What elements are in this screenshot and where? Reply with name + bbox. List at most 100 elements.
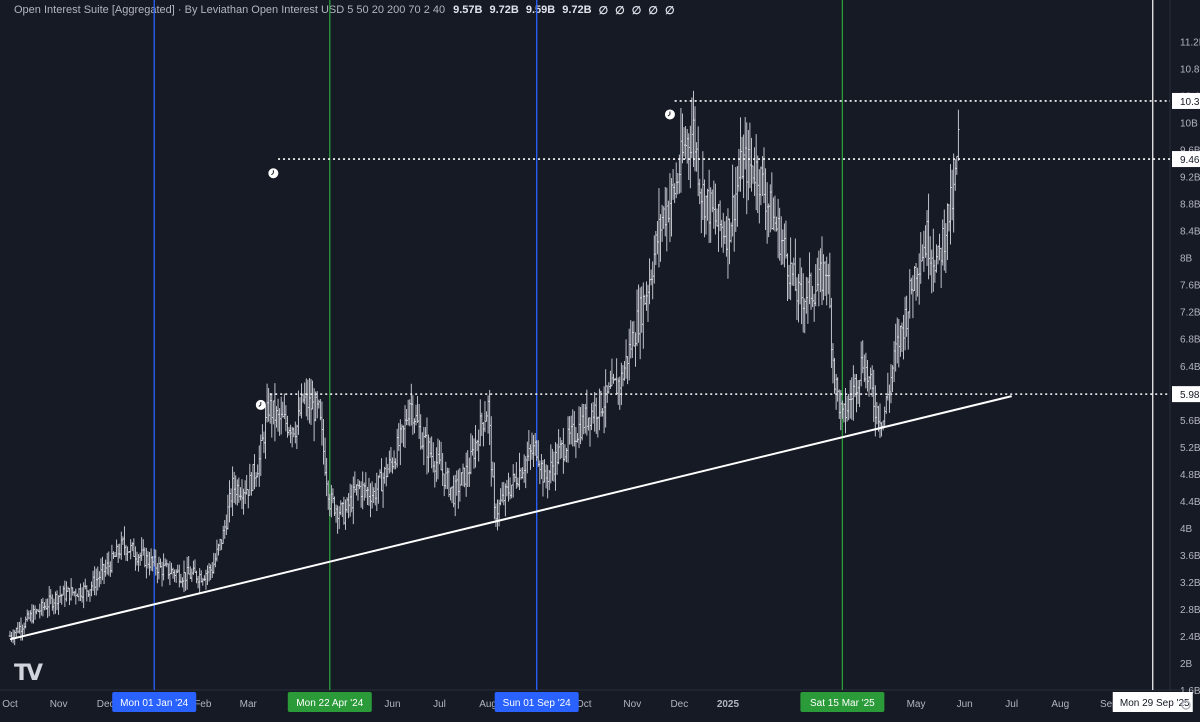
ohlc-bar [32,604,35,624]
ohlc-bar [88,589,92,602]
ohlc-bar [428,437,432,458]
ohlc-bar [806,277,810,324]
ohlc-bar [541,460,545,497]
ohlc-bar [278,408,281,436]
ohlc-bar [631,321,634,358]
ohlc-bar [798,257,802,305]
ohlc-bar [927,193,930,280]
ohlc-bar [290,426,294,448]
ohlc-bar [342,496,346,525]
ohlc-bar [585,389,589,436]
time-tick-label: Jun [384,699,400,710]
ohlc-bar [99,558,103,585]
ohlc-bar [524,456,528,489]
ohlc-bar [304,378,308,417]
ohlc-bar [477,429,481,462]
ohlc-bar [649,269,653,286]
ohlc-bar [933,259,937,283]
ohlc-bar [347,493,350,519]
ohlc-bar [165,559,169,568]
price-tick-label: 11.2B [1180,38,1200,49]
ohlc-bar [552,451,556,482]
ohlc-bar [270,393,274,438]
ohlc-bar [251,464,255,491]
ohlc-bar [455,470,459,496]
ohlc-bar [231,466,234,517]
price-tick-label: 2.8B [1180,605,1200,616]
ohlc-bar [210,562,214,578]
ohlc-bar [939,247,943,288]
price-tick-label: 1.6B [1180,686,1200,697]
ohlc-bar [759,166,763,206]
ohlc-bar [740,136,744,180]
ohlc-bar [469,433,473,475]
ohlc-bar [61,585,65,596]
ohlc-bar [91,570,95,592]
ohlc-bar [359,481,363,508]
ohlc-bar [267,387,270,422]
ohlc-bar [292,427,296,438]
ohlc-bar [826,263,830,295]
ohlc-bar [869,367,872,390]
ohlc-bar [30,604,34,624]
ohlc-bar [422,426,426,466]
ohlc-bar [681,113,684,164]
ohlc-bar [878,403,882,438]
ohlc-bar [449,487,452,501]
time-tick-label: Jun [957,699,973,710]
ohlc-bar [69,578,73,601]
ohlc-bar [137,554,140,572]
price-tick-label: 7.6B [1180,281,1200,292]
ohlc-bar [466,450,470,487]
ohlc-bar [250,472,253,496]
ohlc-bar [212,552,216,574]
time-tick-label: Dec [97,699,115,710]
ohlc-bar [246,489,250,509]
ohlc-bar [471,435,474,456]
ohlc-bar [731,164,734,237]
price-tick-label: 10B [1180,119,1198,130]
ohlc-bar [894,323,897,372]
ohlc-bar [663,187,667,237]
ohlc-bar [714,183,717,235]
ohlc-bar [339,500,343,516]
ohlc-bar [439,441,443,471]
ohlc-bar [187,556,191,575]
ohlc-bar [908,269,912,319]
ohlc-bar [830,297,833,368]
ohlc-bar [925,210,929,266]
ohlc-bar [888,384,891,413]
ohlc-bar [809,272,813,310]
ohlc-bar [836,377,839,402]
ohlc-bar [743,117,747,170]
ohlc-bar [660,204,664,242]
ohlc-bar [721,212,725,253]
ohlc-bar [947,204,951,232]
indicator-header[interactable]: Open Interest Suite [Aggregated] · By Le… [14,3,675,17]
ohlc-bar [808,252,811,305]
ohlc-bar [225,514,228,536]
ohlc-bar [859,341,863,387]
ohlc-bar [239,487,242,501]
price-tick-label: 10.8B [1180,65,1200,76]
ohlc-bar [74,588,78,605]
ohlc-bar [460,472,463,486]
ohlc-bar [652,235,656,284]
ohlc-bar [446,467,449,490]
price-tick-label: 9.2B [1180,173,1200,184]
ohlc-bar [778,207,781,261]
ohlc-bar [124,544,128,561]
ohlc-bar [160,561,164,587]
ohlc-bar [21,624,24,641]
cursor-date-badge [1112,692,1193,712]
marker-date-badge [800,692,885,712]
ohlc-bar [152,548,156,567]
ohlc-bar [892,341,896,383]
ohlc-bar [431,442,435,473]
settings-gear-icon[interactable] [1181,700,1191,710]
ohlc-bar [395,428,399,468]
ohlc-bar [952,153,955,233]
ohlc-bar [362,482,366,501]
ohlc-bar [734,167,738,232]
